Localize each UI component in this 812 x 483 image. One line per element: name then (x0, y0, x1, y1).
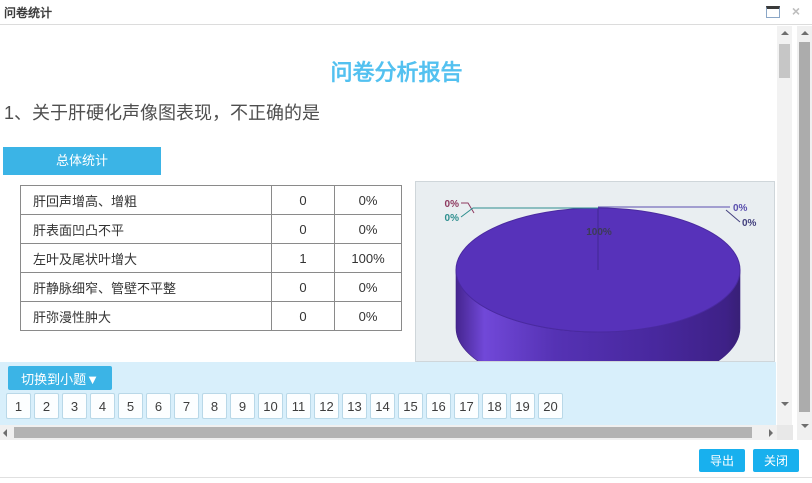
question-number-button-19[interactable]: 19 (510, 393, 535, 419)
cell-option: 肝静脉细窄、管壁不平整 (20, 272, 272, 302)
outer-scroll-down-icon[interactable] (801, 424, 809, 428)
cell-option: 肝表面凹凸不平 (20, 214, 272, 244)
pie-chart-panel: 0% 0% 100% 0% 0% (415, 181, 775, 362)
question-number-button-15[interactable]: 15 (398, 393, 423, 419)
question-number-button-7[interactable]: 7 (174, 393, 199, 419)
question-number-button-1[interactable]: 1 (6, 393, 31, 419)
leader-line-5 (725, 209, 741, 223)
question-text: 1、关于肝硬化声像图表现，不正确的是 (4, 103, 321, 123)
outer-vertical-scrollbar-thumb[interactable] (799, 42, 810, 412)
question-number-button-12[interactable]: 12 (314, 393, 339, 419)
question-number-button-4[interactable]: 4 (90, 393, 115, 419)
cell-count: 0 (271, 214, 335, 244)
cell-percent: 0% (334, 214, 402, 244)
question-number-button-9[interactable]: 9 (230, 393, 255, 419)
horizontal-scrollbar-thumb[interactable] (14, 427, 752, 438)
restore-window-icon[interactable] (766, 6, 780, 18)
close-window-icon[interactable]: × (791, 3, 800, 19)
question-number-button-5[interactable]: 5 (118, 393, 143, 419)
pie-label-5: 0% (742, 218, 757, 229)
cell-count: 0 (271, 185, 335, 215)
cell-percent: 0% (334, 301, 402, 331)
scroll-right-icon[interactable] (769, 429, 773, 437)
question-number-button-18[interactable]: 18 (482, 393, 507, 419)
table-row: 肝回声增高、增粗 0 0% (20, 185, 402, 215)
question-number-button-11[interactable]: 11 (286, 393, 311, 419)
table-row: 肝表面凹凸不平 0 0% (20, 214, 402, 244)
pie-label-3: 100% (586, 227, 612, 238)
table-row: 肝静脉细窄、管壁不平整 0 0% (20, 272, 402, 302)
stats-table-body: 肝回声增高、增粗 0 0% 肝表面凹凸不平 0 0% 左叶及尾状叶增大 1 100% 肝静脉细窄、… (20, 185, 402, 331)
cell-count: 0 (271, 272, 335, 302)
switch-to-subquestion-button[interactable]: 切换到小题▼ (8, 366, 112, 390)
cell-count: 1 (271, 243, 335, 273)
scroll-down-icon[interactable] (781, 402, 789, 406)
leader-line-2 (460, 207, 598, 218)
cell-percent: 0% (334, 185, 402, 215)
question-number-button-2[interactable]: 2 (34, 393, 59, 419)
titlebar: 问卷统计 × (0, 0, 812, 25)
horizontal-scrollbar[interactable] (0, 425, 793, 440)
pie-label-1: 0% (445, 199, 460, 210)
table-row: 左叶及尾状叶增大 1 100% (20, 243, 402, 273)
inner-vertical-scrollbar-thumb[interactable] (779, 44, 790, 78)
question-number-button-16[interactable]: 16 (426, 393, 451, 419)
export-button[interactable]: 导出 (699, 449, 745, 472)
scroll-up-icon[interactable] (781, 31, 789, 35)
question-number-button-6[interactable]: 6 (146, 393, 171, 419)
cell-option: 肝回声增高、增粗 (20, 185, 272, 215)
tab-overall-stats[interactable]: 总体统计 (3, 147, 161, 175)
stats-table: 肝回声增高、增粗 0 0% 肝表面凹凸不平 0 0% 左叶及尾状叶增大 1 100% 肝静脉细窄、… (20, 185, 402, 331)
dialog-footer: 导出 关闭 (0, 440, 812, 478)
cell-percent: 0% (334, 272, 402, 302)
question-number-button-3[interactable]: 3 (62, 393, 87, 419)
pie-label-2: 0% (445, 213, 460, 224)
outer-scroll-up-icon[interactable] (801, 31, 809, 35)
question-number-button-17[interactable]: 17 (454, 393, 479, 419)
question-pager: 1 2 3 4 5 6 7 8 9 10 11 12 13 14 15 16 17 18 19 20 (6, 393, 563, 419)
leader-line-1 (461, 202, 475, 214)
question-number-button-10[interactable]: 10 (258, 393, 283, 419)
outer-vertical-scrollbar[interactable] (797, 26, 812, 440)
scroll-left-icon[interactable] (3, 429, 7, 437)
pie-chart: 0% 0% 100% 0% 0% (445, 199, 757, 361)
scrollbar-corner (777, 425, 793, 440)
question-number-button-20[interactable]: 20 (538, 393, 563, 419)
cell-option: 左叶及尾状叶增大 (20, 243, 272, 273)
cell-percent: 100% (334, 243, 402, 273)
close-button[interactable]: 关闭 (753, 449, 799, 472)
cell-option: 肝弥漫性肿大 (20, 301, 272, 331)
question-number-button-13[interactable]: 13 (342, 393, 367, 419)
cell-count: 0 (271, 301, 335, 331)
question-number-button-14[interactable]: 14 (370, 393, 395, 419)
report-title: 问卷分析报告 (330, 60, 463, 85)
inner-vertical-scrollbar[interactable] (777, 26, 792, 425)
pie-label-4: 0% (733, 203, 748, 214)
question-switch-bar: 切换到小题▼ 1 2 3 4 5 6 7 8 9 10 11 12 13 14 15 16 17 18 19 20 (0, 362, 776, 425)
window-title: 问卷统计 (4, 6, 53, 20)
table-row: 肝弥漫性肿大 0 0% (20, 301, 402, 331)
question-number-button-8[interactable]: 8 (202, 393, 227, 419)
